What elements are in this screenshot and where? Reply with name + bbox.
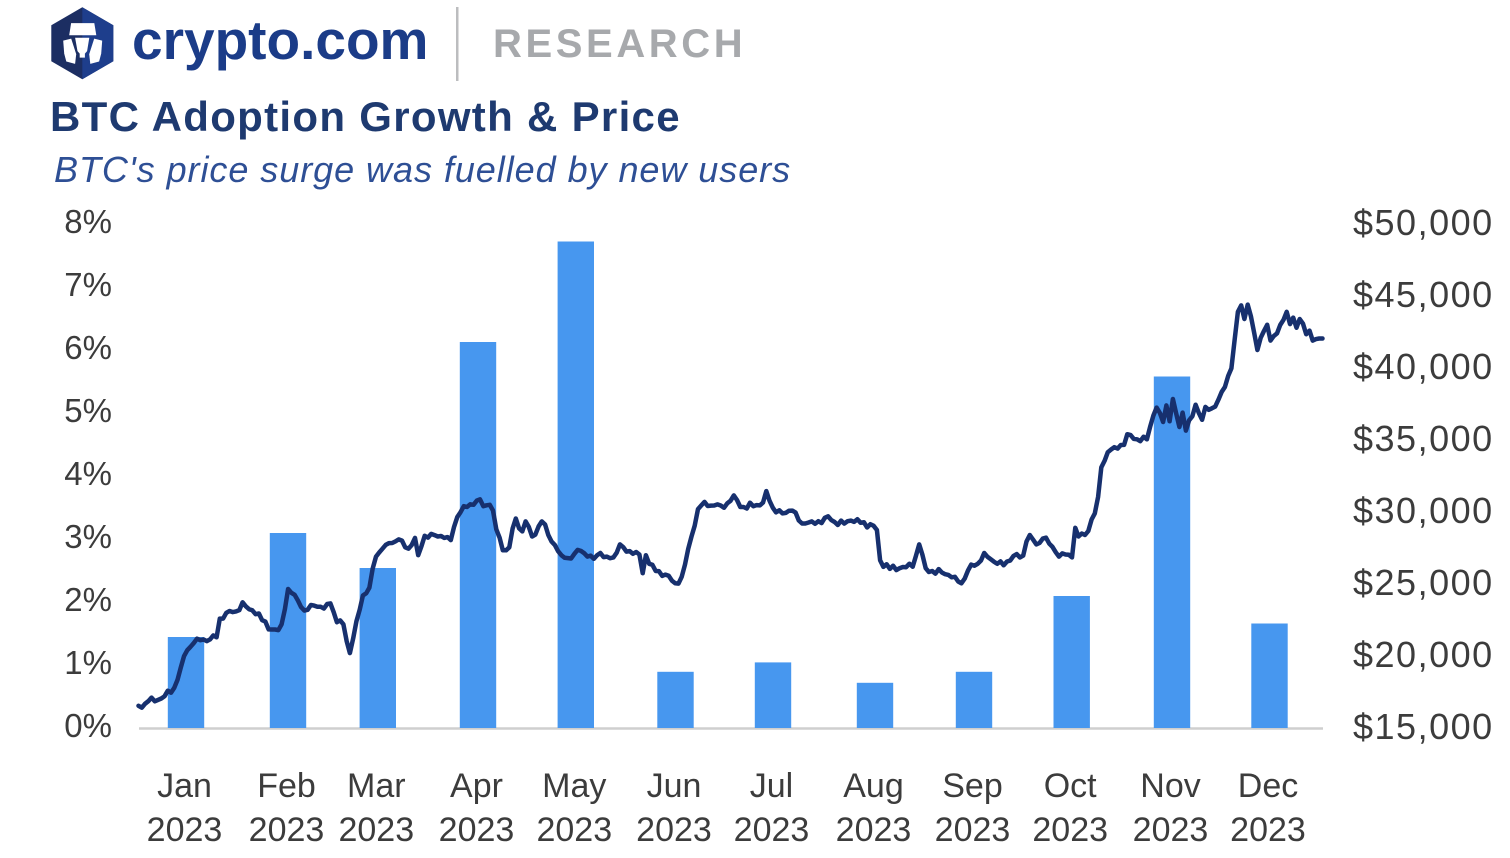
svg-text:2023: 2023 (536, 811, 612, 849)
svg-text:$50,000: $50,000 (1353, 202, 1494, 243)
svg-text:2023: 2023 (636, 811, 712, 849)
svg-text:Apr: Apr (450, 767, 503, 805)
svg-text:5%: 5% (64, 392, 112, 429)
svg-text:3%: 3% (64, 518, 112, 555)
svg-text:May: May (542, 767, 606, 805)
svg-text:0%: 0% (64, 707, 112, 744)
svg-text:$35,000: $35,000 (1353, 418, 1494, 459)
svg-text:$25,000: $25,000 (1353, 562, 1494, 603)
svg-text:$40,000: $40,000 (1353, 346, 1494, 387)
svg-text:$20,000: $20,000 (1353, 634, 1494, 675)
svg-text:4%: 4% (64, 455, 112, 492)
svg-text:BTC Adoption Growth & Price: BTC Adoption Growth & Price (50, 93, 681, 140)
svg-text:2023: 2023 (1230, 811, 1306, 849)
svg-text:8%: 8% (64, 203, 112, 240)
svg-text:Sep: Sep (942, 767, 1003, 805)
svg-text:Mar: Mar (347, 767, 406, 805)
svg-text:2023: 2023 (147, 811, 223, 849)
svg-text:2023: 2023 (935, 811, 1011, 849)
svg-text:2023: 2023 (1032, 811, 1108, 849)
svg-text:BTC's price surge was fuelled: BTC's price surge was fuelled by new use… (54, 149, 791, 190)
svg-text:Nov: Nov (1140, 767, 1200, 805)
svg-text:6%: 6% (64, 329, 112, 366)
svg-text:Jul: Jul (750, 767, 793, 805)
svg-text:Aug: Aug (843, 767, 904, 805)
svg-text:2023: 2023 (249, 811, 325, 849)
svg-text:7%: 7% (64, 266, 112, 303)
svg-text:Jan: Jan (157, 767, 212, 805)
svg-text:Oct: Oct (1044, 767, 1097, 805)
svg-text:Feb: Feb (257, 767, 316, 805)
svg-text:$45,000: $45,000 (1353, 274, 1494, 315)
svg-text:2023: 2023 (1133, 811, 1209, 849)
svg-text:Jun: Jun (647, 767, 702, 805)
svg-text:Dec: Dec (1238, 767, 1298, 805)
svg-text:$15,000: $15,000 (1353, 706, 1494, 747)
svg-text:crypto.com: crypto.com (132, 9, 428, 71)
svg-text:2023: 2023 (734, 811, 810, 849)
svg-text:2023: 2023 (338, 811, 414, 849)
svg-text:1%: 1% (64, 644, 112, 681)
svg-text:2%: 2% (64, 581, 112, 618)
svg-text:2023: 2023 (439, 811, 515, 849)
svg-text:2023: 2023 (836, 811, 912, 849)
svg-text:$30,000: $30,000 (1353, 490, 1494, 531)
svg-text:RESEARCH: RESEARCH (493, 22, 746, 66)
